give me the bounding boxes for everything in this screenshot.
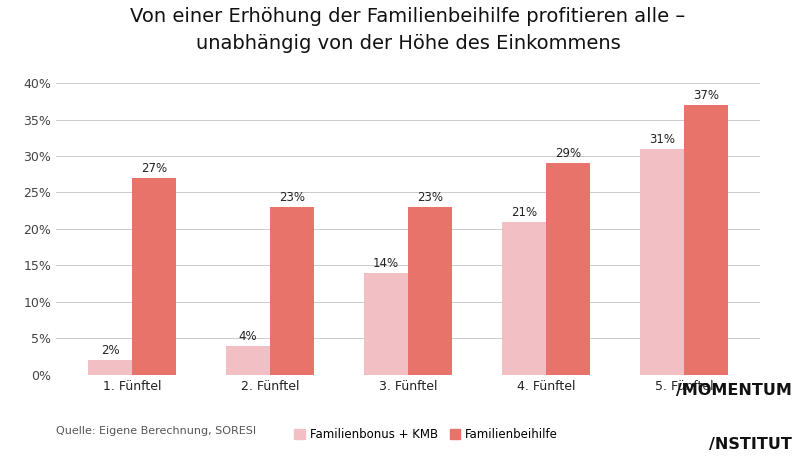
Text: 37%: 37% [693, 89, 719, 102]
Bar [546, 163, 590, 375]
Text: 27%: 27% [141, 162, 167, 175]
Text: 23%: 23% [279, 191, 305, 204]
Text: 2%: 2% [101, 344, 119, 357]
Text: Quelle: Eigene Berechnung, SORESI: Quelle: Eigene Berechnung, SORESI [56, 426, 256, 436]
Legend: Familienbonus + KMB, Familienbeihilfe: Familienbonus + KMB, Familienbeihilfe [294, 428, 558, 441]
Text: 14%: 14% [373, 257, 399, 270]
Text: 31%: 31% [649, 133, 674, 146]
Bar [640, 149, 684, 375]
Text: 21%: 21% [510, 206, 537, 219]
Text: 23%: 23% [417, 191, 443, 204]
Title: Von einer Erhöhung der Familienbeihilfe profitieren alle –
unabhängig von der Hö: Von einer Erhöhung der Familienbeihilfe … [130, 7, 686, 53]
Text: /MOMENTUM: /MOMENTUM [676, 383, 792, 398]
Text: 4%: 4% [238, 329, 258, 343]
Bar [88, 360, 132, 375]
Bar [364, 273, 408, 375]
Bar [502, 222, 546, 375]
Text: /NSTITUT: /NSTITUT [709, 437, 792, 452]
Bar [408, 207, 452, 375]
Bar [270, 207, 314, 375]
Bar [684, 105, 728, 375]
Text: 29%: 29% [555, 148, 581, 160]
Bar [132, 178, 176, 375]
Bar [226, 345, 270, 375]
